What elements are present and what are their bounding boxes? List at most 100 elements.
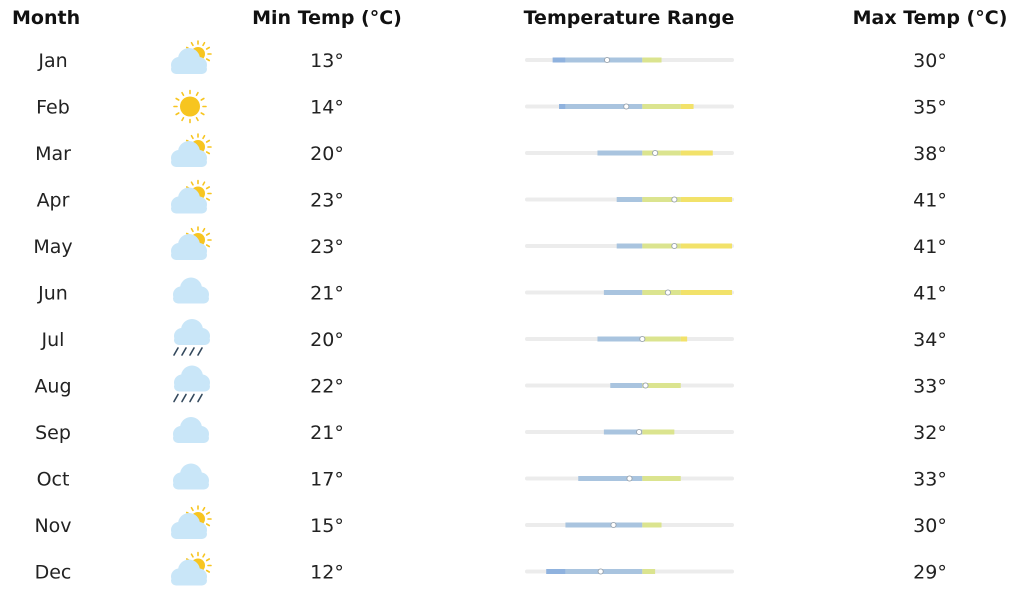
range-segment: [616, 197, 643, 202]
month-label: Jan: [37, 50, 67, 72]
min-temp-value: 21°: [310, 283, 344, 305]
temperature-range-bar: [525, 335, 734, 343]
rainy-icon: [173, 319, 210, 356]
range-segment: [642, 150, 681, 156]
month-label: Apr: [37, 190, 70, 212]
partly-cloudy-icon: [171, 179, 212, 214]
header-temperature-range: Temperature Range: [524, 7, 735, 29]
max-temp-value: 30°: [913, 515, 947, 537]
header-month: Month: [12, 7, 80, 29]
table-row: Sep 21° 32°: [35, 417, 947, 444]
max-temp-value: 33°: [913, 376, 947, 398]
range-segment: [603, 429, 643, 435]
month-label: Jul: [41, 329, 65, 351]
range-segment: [642, 290, 681, 295]
range-segment: [559, 104, 566, 109]
range-segment: [565, 104, 643, 109]
min-temp-value: 22°: [310, 376, 344, 398]
max-temp-value: 41°: [913, 190, 947, 212]
partly-cloudy-icon: [171, 40, 212, 74]
range-segment: [546, 569, 566, 574]
range-midpoint-marker: [639, 335, 646, 343]
range-segment: [610, 383, 643, 388]
partly-cloudy-icon: [171, 505, 212, 539]
partly-cloudy-icon: [171, 551, 212, 586]
cloudy-icon: [173, 417, 209, 443]
range-segment: [565, 57, 643, 63]
partly-cloudy-icon: [171, 133, 212, 167]
range-segment: [680, 150, 713, 156]
month-label: Sep: [35, 422, 71, 444]
range-segment: [642, 104, 681, 109]
temperature-range-bar: [525, 568, 734, 575]
range-midpoint-marker: [671, 196, 678, 203]
min-temp-value: 20°: [310, 143, 344, 165]
table-row: Jul 20° 34°: [41, 319, 947, 356]
temperature-range-bar: [525, 475, 734, 482]
range-segment: [642, 429, 675, 435]
range-midpoint-marker: [652, 149, 659, 157]
max-temp-value: 34°: [913, 329, 947, 351]
range-midpoint-marker: [664, 289, 671, 296]
range-segment: [597, 150, 643, 156]
range-segment: [680, 104, 694, 109]
month-label: Oct: [37, 469, 70, 491]
table-row: Nov 15° 30°: [34, 505, 947, 539]
range-segment: [642, 197, 681, 202]
temperature-range-bar: [525, 289, 734, 296]
month-label: Jun: [37, 283, 68, 305]
table-row: Mar 20° 38°: [35, 133, 947, 167]
month-label: Aug: [34, 376, 71, 398]
month-label: Feb: [36, 97, 70, 119]
max-temp-value: 32°: [913, 422, 947, 444]
max-temp-value: 41°: [913, 236, 947, 258]
header-max-temp: Max Temp (°C): [853, 7, 1008, 29]
range-segment: [642, 336, 681, 342]
month-label: May: [33, 236, 72, 258]
range-segment: [565, 569, 643, 574]
table-row: Jun 21° 41°: [37, 277, 947, 305]
month-label: Nov: [34, 515, 71, 537]
max-temp-value: 33°: [913, 469, 947, 491]
header-min-temp: Min Temp (°C): [252, 7, 402, 29]
temperature-range-bar: [525, 56, 734, 64]
range-midpoint-marker: [610, 521, 617, 529]
month-label: Dec: [35, 562, 72, 584]
max-temp-value: 38°: [913, 143, 947, 165]
table-row: Feb 14° 35°: [36, 89, 947, 124]
min-temp-value: 14°: [310, 97, 344, 119]
range-segment: [616, 243, 643, 249]
range-segment: [642, 476, 681, 481]
range-segment: [680, 197, 732, 202]
min-temp-value: 20°: [310, 329, 344, 351]
table-row: Aug 22° 33°: [34, 365, 947, 403]
range-segment: [552, 57, 566, 63]
range-segment: [680, 290, 732, 295]
table-row: Apr 23° 41°: [37, 179, 947, 214]
month-label: Mar: [35, 143, 71, 165]
min-temp-value: 15°: [310, 515, 344, 537]
temperature-range-bar: [525, 382, 734, 389]
table-row: Jan 13° 30°: [37, 40, 947, 74]
min-temp-value: 12°: [310, 562, 344, 584]
range-midpoint-marker: [604, 56, 611, 64]
range-midpoint-marker: [623, 103, 630, 110]
temperature-range-bar: [525, 196, 734, 203]
partly-cloudy-icon: [171, 226, 212, 260]
range-midpoint-marker: [636, 428, 643, 436]
min-temp-value: 13°: [310, 50, 344, 72]
range-segment: [680, 243, 732, 249]
range-midpoint-marker: [671, 242, 678, 250]
range-midpoint-marker: [642, 382, 649, 389]
range-segment: [597, 336, 643, 342]
max-temp-value: 30°: [913, 50, 947, 72]
max-temp-value: 29°: [913, 562, 947, 584]
min-temp-value: 21°: [310, 422, 344, 444]
rainy-icon: [173, 365, 210, 403]
min-temp-value: 17°: [310, 469, 344, 491]
table-body: Jan 13° 30° Feb 14° 35° Mar 20° 38° Apr 23° 41° May 2…: [33, 40, 947, 586]
sunny-icon: [173, 89, 207, 124]
temperature-range-bar: [525, 521, 734, 529]
table-row: Oct 17° 33°: [37, 463, 947, 491]
